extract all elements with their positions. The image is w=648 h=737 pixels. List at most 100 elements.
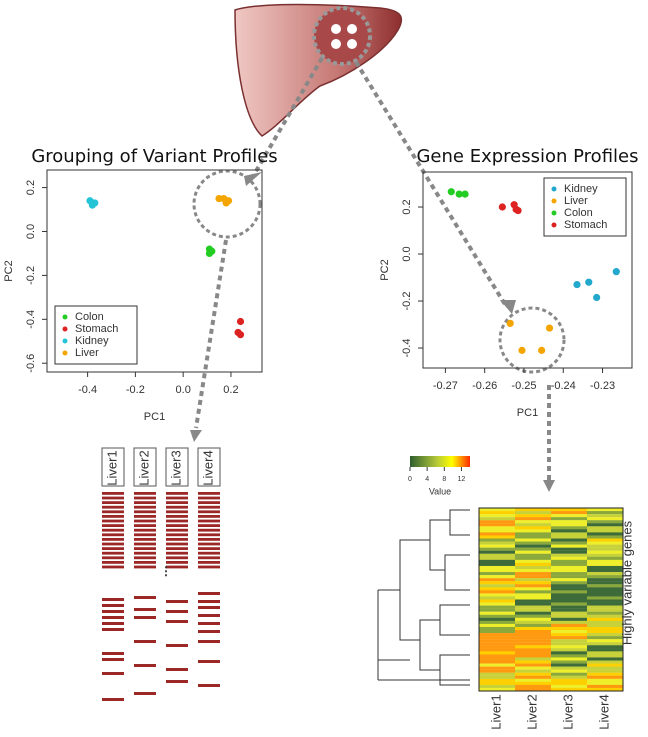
plot-frame (422, 171, 633, 369)
variant-bar (166, 505, 188, 509)
heat-cell (587, 660, 624, 664)
heat-cell (515, 572, 552, 576)
heat-cell (479, 630, 516, 634)
heat-cell (479, 608, 516, 612)
point (498, 203, 506, 211)
heat-cell (551, 529, 588, 533)
variant-bar (134, 608, 156, 611)
heat-frame (478, 507, 624, 692)
heat-cell (515, 596, 552, 600)
heat-cell (551, 514, 588, 518)
x-axis-label: PC1 (144, 411, 165, 423)
variant-bar (198, 622, 220, 625)
heat-cell (551, 544, 588, 548)
heat-cell (587, 639, 624, 643)
y-axis-label: PC2 (3, 260, 15, 281)
variant-bar (134, 596, 156, 599)
variant-panel: Liver1 Liver2 Liver3 Liver4 ⋮ (101, 447, 221, 701)
variant-bar (102, 616, 124, 619)
heat-cell (515, 648, 552, 652)
variant-bar (102, 561, 124, 564)
variant-bar (102, 652, 124, 655)
variant-bar (102, 628, 124, 631)
variant-bar (198, 606, 220, 609)
heat-cell (479, 514, 516, 518)
legend-marker (551, 222, 557, 228)
variant-bar (102, 542, 124, 546)
dendrogram (377, 509, 470, 686)
legend-marker (551, 210, 557, 216)
variant-bar (166, 538, 188, 541)
x-tick-label: -0.26 (472, 380, 497, 392)
legend-marker (551, 198, 557, 204)
heat-cell (479, 520, 516, 524)
legend-label: Stomach (564, 219, 607, 231)
heat-cell (479, 669, 516, 673)
variant-bar (134, 524, 156, 527)
heat-cell (479, 556, 516, 560)
variant-bar (134, 501, 156, 504)
heat-cell (587, 562, 624, 567)
variant-bar (102, 698, 124, 701)
heat-cell (479, 657, 516, 661)
heat-cell (479, 675, 516, 679)
heat-cell (479, 578, 516, 582)
variant-bar (198, 684, 220, 687)
heat-cell (587, 550, 624, 554)
heat-cell (479, 614, 516, 618)
variant-bar (134, 565, 156, 569)
heat-cell (515, 675, 552, 679)
heat-cell (551, 672, 588, 676)
heat-cell (479, 581, 516, 585)
heat-cell (587, 544, 624, 548)
heat-cell (479, 511, 516, 515)
heat-cell (515, 633, 552, 637)
heat-cell (479, 532, 516, 536)
heat-cell (587, 678, 624, 682)
heat-cell (515, 511, 552, 515)
arrows (192, 56, 566, 480)
heat-cell (551, 657, 588, 661)
variant-bar (134, 664, 156, 667)
variant-bar (102, 622, 124, 625)
heat-cell (551, 608, 588, 612)
heat-cell (551, 663, 588, 667)
legend-label: Stomach (75, 323, 118, 335)
variant-bar (134, 496, 156, 500)
heat-cell (587, 596, 624, 600)
heatmap-row-label: Highly variable genes (619, 520, 634, 645)
heat-cell (551, 599, 588, 603)
heat-cell (479, 611, 516, 615)
column-label: Liver2 (524, 694, 539, 729)
heat-cell (479, 559, 516, 564)
heat-cell (587, 614, 624, 618)
variant-bar (166, 519, 188, 523)
variant-bar (166, 668, 188, 671)
heat-cell (587, 593, 624, 597)
heat-cell (515, 544, 552, 548)
variant-bar (166, 610, 188, 613)
heat-cell (587, 669, 624, 673)
heat-cell (515, 547, 552, 551)
point (612, 268, 620, 276)
heat-cell (479, 550, 516, 554)
heat-cell (515, 569, 552, 573)
heat-cell (551, 614, 588, 618)
x-tick-label: -0.25 (511, 380, 536, 392)
heat-cell (515, 611, 552, 615)
variant-bar (102, 551, 124, 555)
heat-cell (587, 633, 624, 637)
variant-bar (166, 680, 188, 683)
heat-cell (587, 547, 624, 551)
heat-cell (479, 660, 516, 664)
column-header-box (133, 447, 157, 487)
point (593, 293, 601, 302)
heat-cell (515, 599, 552, 603)
heat-cell (587, 553, 624, 557)
y-tick-label: -0.6 (25, 354, 37, 373)
heat-cell (587, 569, 624, 573)
heat-cell (479, 535, 516, 539)
column-label: Liver4 (596, 694, 611, 729)
heat-cell (551, 562, 588, 567)
heat-cell (515, 578, 552, 582)
